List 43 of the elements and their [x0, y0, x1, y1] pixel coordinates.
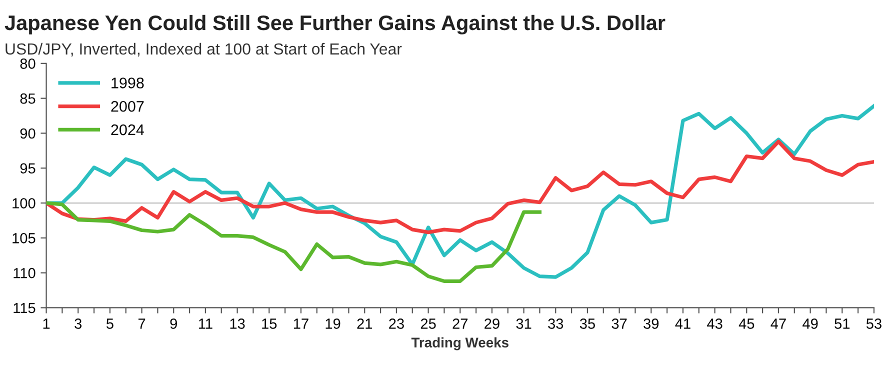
y-tick-label: 95 [20, 163, 36, 174]
x-tick-label: 37 [612, 318, 627, 329]
x-tick-label: 53 [866, 318, 882, 329]
y-tick-label: 100 [12, 198, 36, 208]
x-tick-label: 29 [484, 318, 500, 329]
legend-label: 1998 [112, 78, 144, 88]
y-tick-label: 105 [12, 233, 36, 244]
x-tick-label: 41 [675, 318, 690, 329]
x-tick-label: 7 [138, 318, 146, 329]
x-tick-label: 33 [548, 318, 564, 329]
chart-title: Japanese Yen Could Still See Further Gains Against the U.S. Dollar [4, 14, 666, 34]
x-tick-label: 21 [357, 318, 372, 329]
x-tick-label: 39 [644, 318, 659, 329]
x-tick-label: 15 [262, 318, 277, 329]
x-tick-label: 51 [834, 318, 850, 329]
x-tick-label: 11 [198, 318, 212, 329]
x-tick-label: 25 [420, 318, 436, 329]
x-tick-label: 47 [770, 318, 786, 329]
legend-label: 2007 [111, 100, 144, 112]
x-tick-label: 5 [106, 318, 114, 329]
x-tick-label: 35 [580, 318, 595, 329]
y-tick-label: 85 [20, 93, 36, 104]
y-tick-label: 90 [20, 128, 36, 139]
line-series [46, 201, 542, 284]
line-series [46, 140, 874, 234]
x-tick-label: 9 [170, 318, 177, 329]
x-axis-title: Trading Weeks [411, 337, 508, 350]
x-tick-label: 3 [74, 318, 82, 329]
x-tick-label: 17 [294, 318, 308, 329]
x-tick-label: 23 [389, 318, 404, 329]
x-tick-label: 31 [516, 318, 532, 329]
x-tick-label: 43 [707, 318, 722, 329]
chart-subtitle: USD/JPY, Inverted, Indexed at 100 at Start of Each Year [6, 42, 402, 57]
x-tick-label: 19 [326, 318, 340, 329]
y-tick-label: 110 [14, 268, 36, 278]
legend-label: 2024 [111, 124, 144, 136]
y-tick-label: 80 [20, 58, 36, 69]
x-tick-label: 49 [802, 318, 818, 329]
x-tick-label: 1 [43, 318, 50, 329]
y-tick-label: 115 [14, 302, 36, 314]
x-tick-label: 27 [452, 318, 468, 329]
x-tick-label: 45 [738, 318, 754, 329]
x-tick-label: 13 [230, 318, 245, 329]
